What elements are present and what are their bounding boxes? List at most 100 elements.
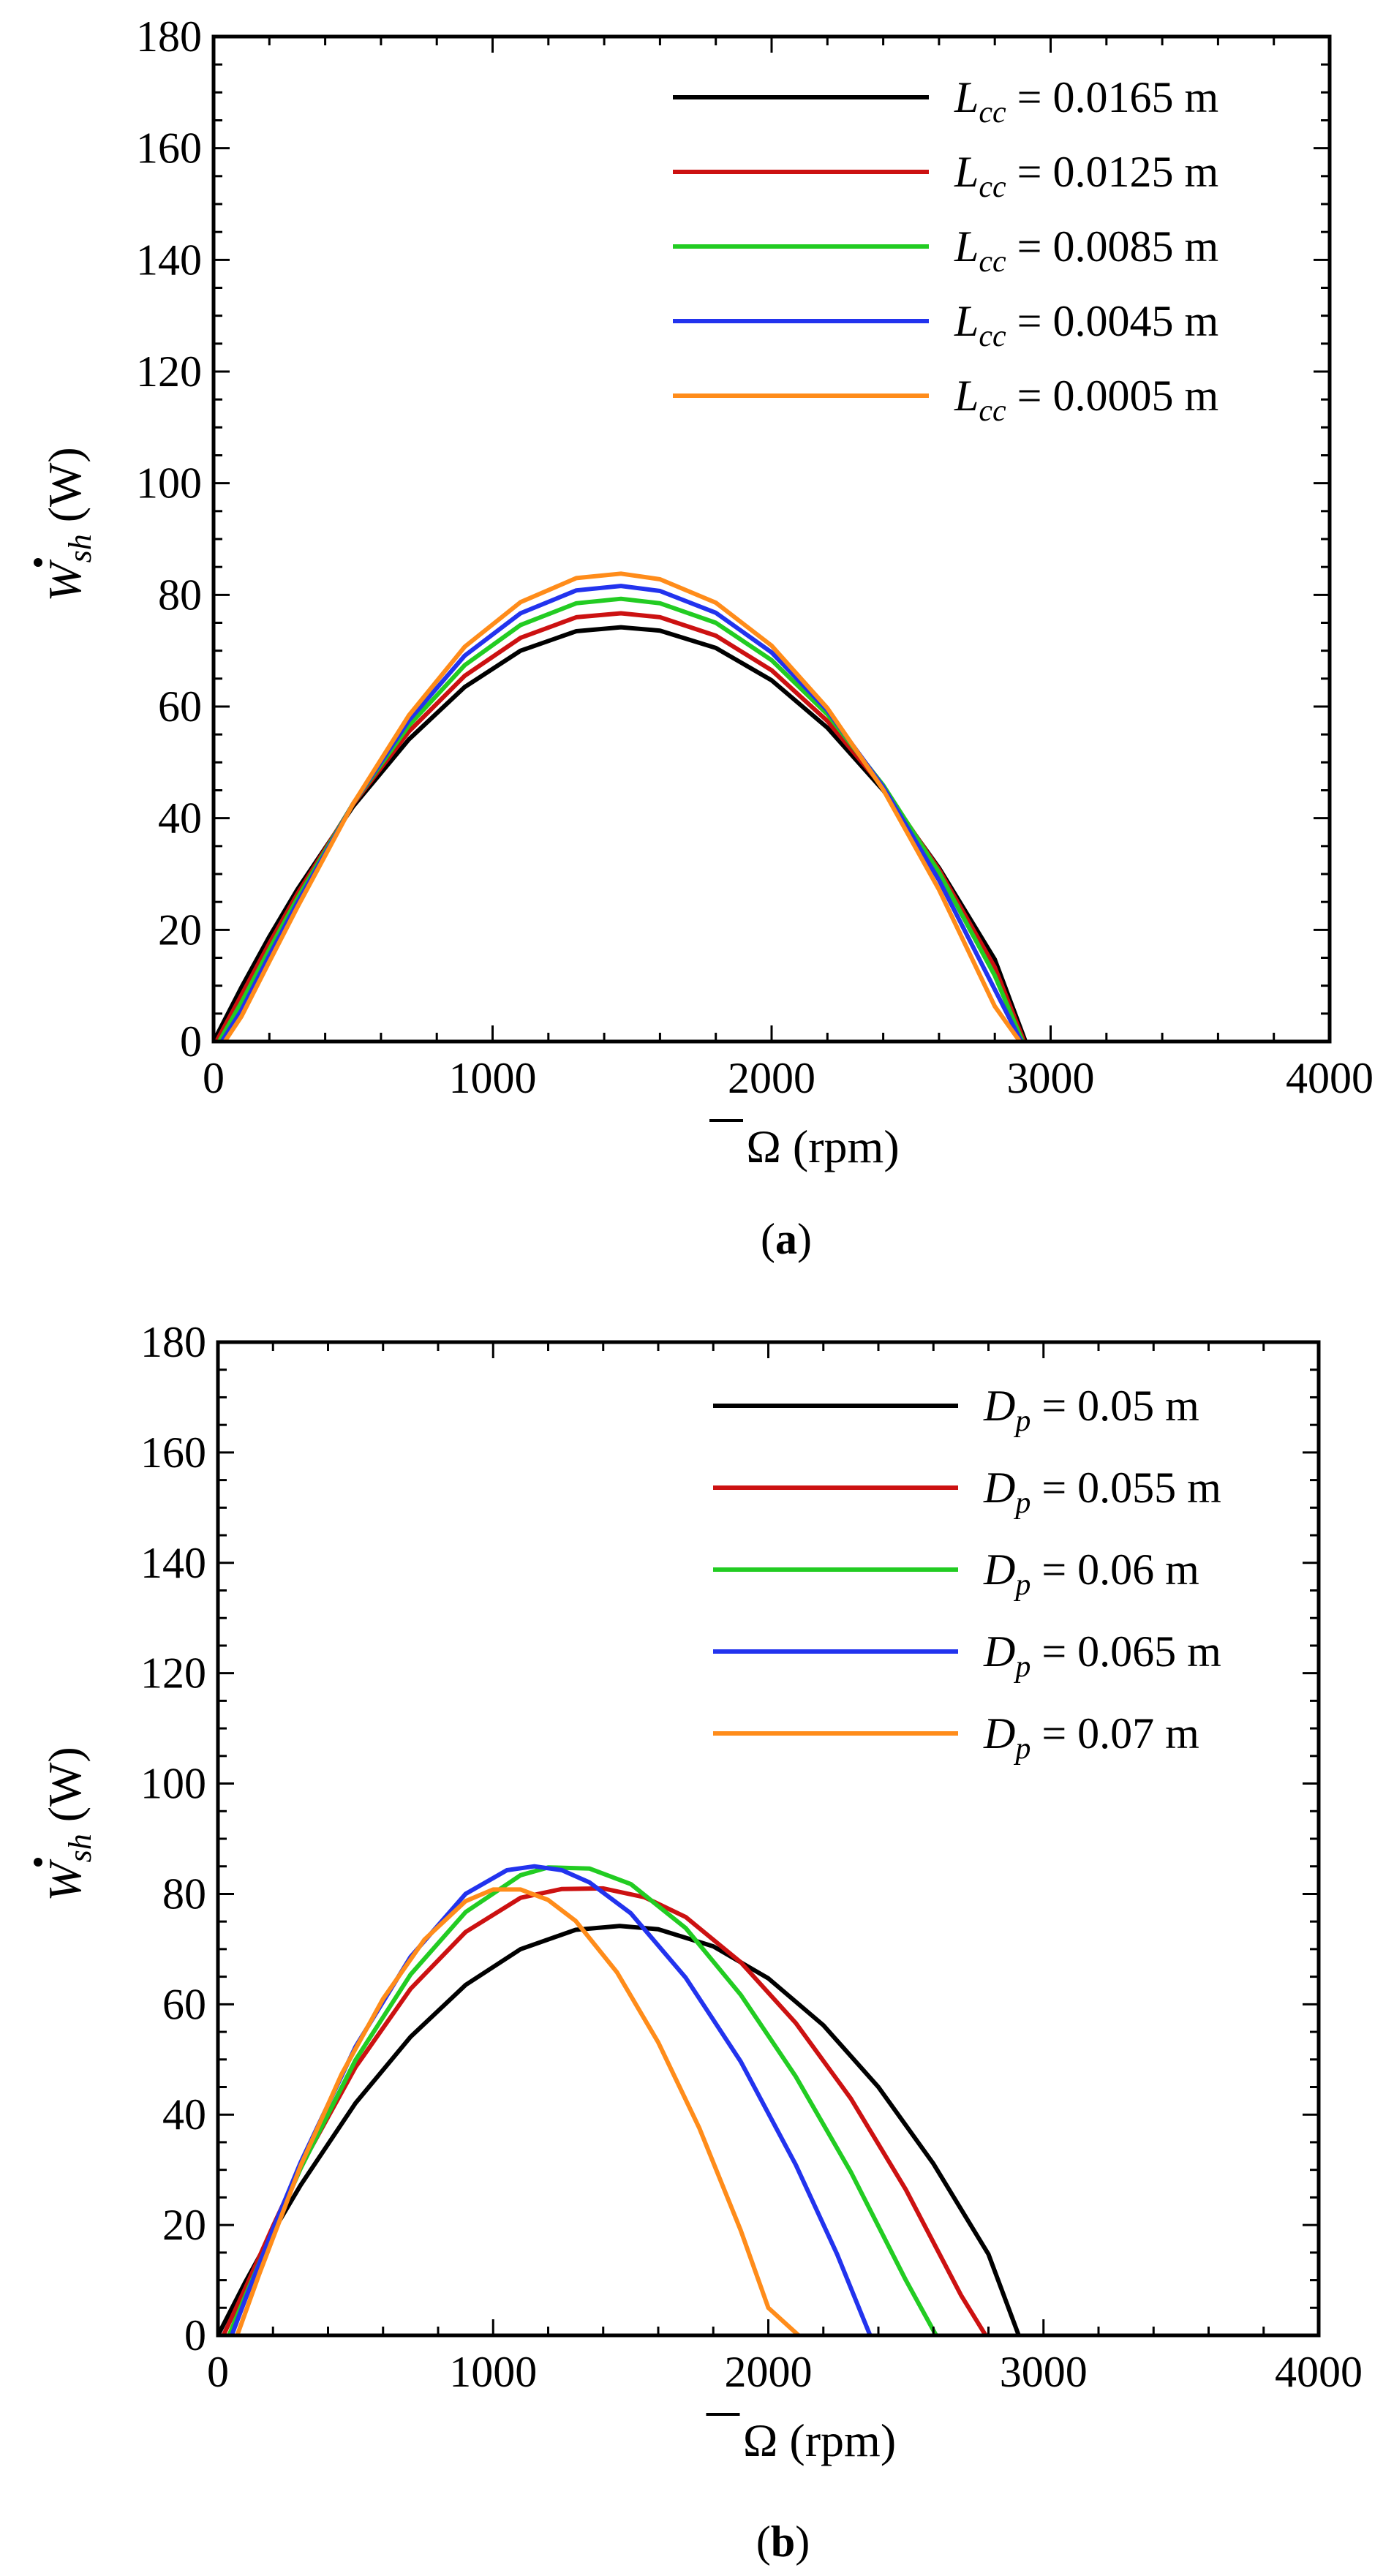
panel-label-letter: b <box>771 2517 795 2566</box>
x-tick-label: 4000 <box>1286 1054 1374 1102</box>
legend-subscript: p <box>1013 1732 1031 1766</box>
x-axis-unit: (rpm) <box>777 2414 896 2466</box>
y-tick-label: 100 <box>136 459 202 508</box>
y-axis-subscript: sh <box>62 534 98 562</box>
y-tick-label: 160 <box>136 124 202 173</box>
x-tick-label: 4000 <box>1275 2348 1363 2396</box>
x-tick-label: 3000 <box>1000 2348 1088 2396</box>
legend-var: D <box>983 1709 1015 1758</box>
x-tick-label: 2000 <box>728 1054 815 1102</box>
legend-var: D <box>983 1627 1015 1676</box>
y-axis-unit: (W) <box>39 1747 91 1834</box>
y-tick-label: 60 <box>162 1980 206 2028</box>
series-line-1 <box>218 1924 1021 2335</box>
y-tick-label: 140 <box>140 1539 206 1587</box>
legend-subscript: p <box>1013 1650 1031 1684</box>
legend-var: D <box>983 1464 1015 1512</box>
panel-label-close: ) <box>797 1215 812 1263</box>
x-axis-symbol: Ω <box>743 2414 778 2466</box>
x-axis-unit: (rpm) <box>781 1121 900 1172</box>
x-axis-symbol: Ω <box>746 1121 781 1172</box>
panel-label-open: ( <box>756 2517 771 2566</box>
legend-subscript: cc <box>979 170 1006 204</box>
y-tick-label: 120 <box>136 347 202 396</box>
y-tick-label: 140 <box>136 236 202 284</box>
y-tick-label: 20 <box>158 905 202 954</box>
legend-var: L <box>954 297 979 345</box>
y-axis-symbol: W <box>39 1858 91 1902</box>
x-tick-label: 1000 <box>449 2348 537 2396</box>
legend-value: = 0.055 m <box>1031 1464 1221 1512</box>
legend-subscript: cc <box>979 320 1006 353</box>
legend-value: = 0.05 m <box>1031 1382 1199 1430</box>
legend-value: = 0.0085 m <box>1006 222 1219 271</box>
legend-entry: Dp = 0.07 m <box>983 1709 1199 1766</box>
legend-entry: Lcc = 0.0005 m <box>954 372 1218 428</box>
legend-entry: Dp = 0.05 m <box>983 1382 1199 1438</box>
y-tick-label: 20 <box>162 2201 206 2249</box>
x-tick-label: 3000 <box>1007 1054 1095 1102</box>
x-tick-label: 0 <box>203 1054 225 1102</box>
y-tick-label: 0 <box>180 1017 202 1066</box>
legend-entry: Lcc = 0.0165 m <box>954 73 1218 129</box>
x-tick-label: 2000 <box>725 2348 813 2396</box>
legend-var: L <box>954 222 979 271</box>
wdot-icon <box>34 558 42 567</box>
y-axis-title: Wsh (W) <box>34 447 98 602</box>
panel-label-letter: a <box>775 1215 797 1263</box>
legend-subscript: p <box>1013 1486 1031 1520</box>
wdot-icon <box>34 1858 42 1867</box>
chart-panel-b: 0 1000 2000 3000 4000 0 20 40 60 80 100 120 140 160 18… <box>34 1318 1363 2566</box>
y-axis-unit: (W) <box>39 447 91 534</box>
series-line-5 <box>222 571 1022 1042</box>
series-line-5 <box>235 1887 801 2335</box>
legend-var: D <box>983 1382 1015 1430</box>
legend-entry: Lcc = 0.0045 m <box>954 297 1218 353</box>
legend-entry: Dp = 0.055 m <box>983 1464 1221 1520</box>
y-tick-label: 120 <box>140 1649 206 1698</box>
panel-label: (a) <box>761 1215 812 1263</box>
legend-entry: Lcc = 0.0125 m <box>954 148 1218 204</box>
y-tick-label: 100 <box>140 1760 206 1808</box>
legend-var: D <box>983 1545 1015 1594</box>
series-line-4 <box>219 584 1024 1042</box>
legend-subscript: cc <box>979 245 1006 279</box>
x-axis-title: Ω (rpm) <box>743 2414 896 2466</box>
y-tick-label: 180 <box>140 1318 206 1366</box>
y-axis-subscript: sh <box>62 1834 98 1862</box>
y-tick-label: 80 <box>158 570 202 619</box>
x-tick-label: 0 <box>207 2348 229 2396</box>
legend-var: L <box>954 148 979 196</box>
legend-value: = 0.0045 m <box>1006 297 1219 345</box>
x-axis-title: Ω (rpm) <box>746 1121 899 1172</box>
y-tick-label: 60 <box>158 682 202 731</box>
legend-value: = 0.065 m <box>1031 1627 1221 1676</box>
legend-value: = 0.0165 m <box>1006 73 1219 121</box>
y-tick-label: 40 <box>162 2090 206 2139</box>
y-axis-title-text: Wsh (W) <box>39 1747 98 1901</box>
y-tick-label: 40 <box>158 794 202 843</box>
y-tick-label: 0 <box>184 2311 206 2360</box>
legend-var: L <box>954 73 979 121</box>
legend-subscript: cc <box>979 394 1006 428</box>
legend-value: = 0.07 m <box>1031 1709 1199 1758</box>
panel-label-open: ( <box>761 1215 775 1263</box>
chart-panel-a: 0 1000 2000 3000 4000 0 20 40 60 80 100 120 140 160 18… <box>34 12 1374 1263</box>
panel-label-close: ) <box>795 2517 810 2566</box>
legend-entry: Lcc = 0.0085 m <box>954 222 1218 279</box>
y-tick-label: 160 <box>140 1428 206 1477</box>
y-tick-label: 180 <box>136 12 202 61</box>
legend-subscript: p <box>1013 1568 1031 1602</box>
y-axis-title: Wsh (W) <box>34 1747 98 1902</box>
legend-var: L <box>954 372 979 420</box>
legend-subscript: p <box>1013 1404 1031 1438</box>
legend-subscript: cc <box>979 96 1006 129</box>
x-tick-label: 1000 <box>449 1054 537 1102</box>
y-tick-label: 80 <box>162 1869 206 1918</box>
y-axis-symbol: W <box>39 559 91 602</box>
legend-value: = 0.0005 m <box>1006 372 1219 420</box>
legend-entry: Dp = 0.065 m <box>983 1627 1221 1684</box>
y-axis-title-text: Wsh (W) <box>39 447 98 601</box>
panel-label: (b) <box>756 2517 810 2566</box>
